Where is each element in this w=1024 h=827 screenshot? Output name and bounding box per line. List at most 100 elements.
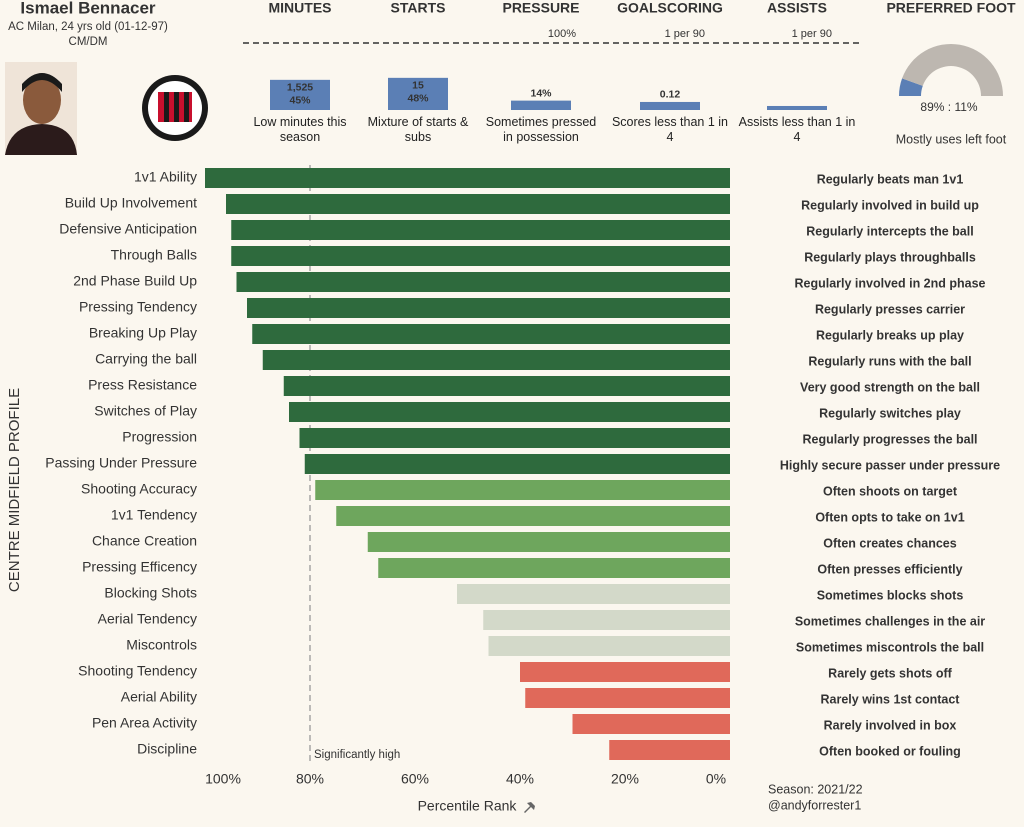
bar xyxy=(247,298,730,318)
category-label: Press Resistance xyxy=(88,377,197,393)
category-label: Miscontrols xyxy=(126,637,197,653)
category-label: Blocking Shots xyxy=(104,585,197,601)
club-logo xyxy=(142,75,208,141)
x-tick-label: 60% xyxy=(401,771,429,787)
panel-bar xyxy=(388,77,448,110)
panel-title: MINUTES xyxy=(269,0,332,16)
bar xyxy=(483,610,730,630)
annotation: Sometimes challenges in the air xyxy=(795,614,985,628)
bar xyxy=(336,506,730,526)
credit: @andyforrester1 xyxy=(768,798,861,812)
bar xyxy=(572,714,730,734)
category-label: 2nd Phase Build Up xyxy=(73,273,197,289)
category-label: Shooting Tendency xyxy=(78,663,197,679)
bar xyxy=(236,272,730,292)
annotation: Regularly involved in build up xyxy=(801,198,979,212)
panel-value-label: 0.12 xyxy=(660,89,681,101)
bar xyxy=(226,194,730,214)
annotation: Often opts to take on 1v1 xyxy=(815,510,964,524)
bar xyxy=(304,454,730,474)
panel-title: ASSISTS xyxy=(767,0,827,16)
bar xyxy=(231,220,730,240)
bar xyxy=(283,376,730,396)
panel-title: STARTS xyxy=(391,0,446,16)
player-position: CM/DM xyxy=(69,36,108,48)
bar xyxy=(520,662,730,682)
gauge-caption: Mostly uses left foot xyxy=(896,132,1007,146)
category-label: Breaking Up Play xyxy=(89,325,197,341)
category-label: Aerial Tendency xyxy=(98,611,197,627)
bar xyxy=(231,246,730,266)
annotation: Regularly switches play xyxy=(819,406,961,420)
category-label: Passing Under Pressure xyxy=(45,455,197,471)
annotation: Very good strength on the ball xyxy=(800,380,980,394)
bar xyxy=(378,558,730,578)
annotation: Regularly progresses the ball xyxy=(802,432,977,446)
panel-value-label: 45% xyxy=(289,95,311,107)
annotation: Rarely wins 1st contact xyxy=(821,692,961,706)
panel-title: PRESSURE xyxy=(502,0,579,16)
x-axis-title: Percentile Rank xyxy=(418,798,518,814)
gauge-label: 89% : 11% xyxy=(920,100,977,114)
annotation: Regularly involved in 2nd phase xyxy=(794,276,985,290)
annotation: Rarely involved in box xyxy=(824,718,957,732)
bar xyxy=(289,402,730,422)
category-label: Defensive Anticipation xyxy=(59,221,197,237)
category-label: Pressing Tendency xyxy=(79,299,197,315)
gauge-left xyxy=(902,44,1003,96)
x-tick-label: 20% xyxy=(611,771,639,787)
panel-bar xyxy=(511,100,571,110)
panel-value-label: 14% xyxy=(530,87,552,99)
x-tick-label: 80% xyxy=(296,771,324,787)
panel-value-label: 48% xyxy=(407,93,429,105)
reference-label: 1 per 90 xyxy=(665,28,705,40)
category-label: Pen Area Activity xyxy=(92,715,197,731)
annotation: Sometimes blocks shots xyxy=(817,588,964,602)
category-label: Through Balls xyxy=(111,247,197,263)
panel-detail: 15 xyxy=(412,80,424,92)
annotation: Highly secure passer under pressure xyxy=(780,458,1000,472)
player-name: Ismael Bennacer xyxy=(20,0,156,17)
player-photo xyxy=(5,62,77,155)
category-label: Aerial Ability xyxy=(121,689,197,705)
panel-title: PREFERRED FOOT xyxy=(886,0,1016,16)
annotation: Regularly runs with the ball xyxy=(808,354,971,368)
category-label: Build Up Involvement xyxy=(65,195,197,211)
panel-bar xyxy=(270,79,330,110)
x-tick-label: 100% xyxy=(205,771,241,787)
panel-caption: Low minutes this season xyxy=(253,115,347,144)
panel-detail: 1,525 xyxy=(287,82,313,94)
panel-bar xyxy=(640,101,700,110)
annotation: Rarely gets shots off xyxy=(828,666,952,680)
bar xyxy=(367,532,730,552)
bar xyxy=(457,584,730,604)
panel-bar xyxy=(767,105,827,110)
x-tick-label: 0% xyxy=(706,771,726,787)
annotation: Often creates chances xyxy=(823,536,956,550)
category-label: Progression xyxy=(122,429,197,445)
annotation: Regularly presses carrier xyxy=(815,302,965,316)
category-label: Switches of Play xyxy=(94,403,197,419)
panel-caption: Assists less than 1 in 4 xyxy=(738,115,856,144)
annotation: Regularly intercepts the ball xyxy=(806,224,973,238)
y-axis-title: CENTRE MIDFIELD PROFILE xyxy=(6,388,23,592)
bar xyxy=(299,428,730,448)
bar xyxy=(205,168,730,188)
panel-title: GOALSCORING xyxy=(617,0,723,16)
panel-caption: Mixture of starts & subs xyxy=(367,115,469,144)
gauge-right xyxy=(899,78,923,96)
reference-label: 1 per 90 xyxy=(792,28,832,40)
category-label: Pressing Efficency xyxy=(82,559,197,575)
bar xyxy=(252,324,730,344)
category-label: Chance Creation xyxy=(92,533,197,549)
x-tick-label: 40% xyxy=(506,771,534,787)
category-label: Carrying the ball xyxy=(95,351,197,367)
bar xyxy=(609,740,730,760)
reference-label: 100% xyxy=(548,28,576,40)
panel-caption: Sometimes pressed in possession xyxy=(485,115,597,144)
annotation: Often presses efficiently xyxy=(817,562,962,576)
annotation: Often shoots on target xyxy=(823,484,958,498)
panel-caption: Scores less than 1 in 4 xyxy=(611,115,729,144)
